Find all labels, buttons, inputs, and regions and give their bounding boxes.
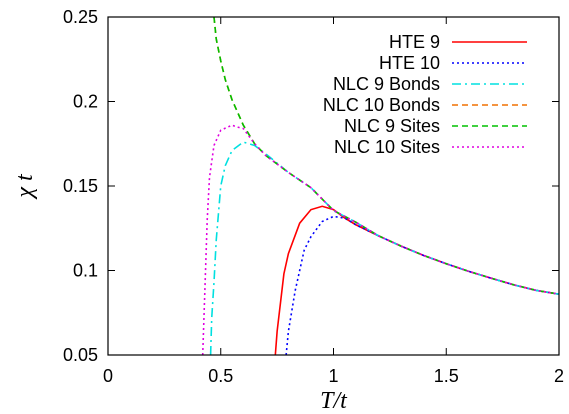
legend-entry-nlc-10-sites: NLC 10 Sites <box>334 137 527 157</box>
x-tick-label: 0.5 <box>208 366 233 386</box>
legend-entry-nlc-10-bonds: NLC 10 Bonds <box>323 95 527 115</box>
series-layer <box>201 17 559 355</box>
y-tick-label: 0.2 <box>73 92 98 112</box>
tick-layer: 0 0.5 1 1.5 2 0.05 0.1 0.15 0.2 0.25 <box>63 7 564 386</box>
y-axis-title: χ t <box>12 173 38 200</box>
series-line-nlc-9-bonds <box>209 141 559 355</box>
y-tick-label: 0.05 <box>63 345 98 365</box>
legend-label: NLC 9 Sites <box>344 116 440 136</box>
x-axis-title: T/t <box>320 388 348 414</box>
legend-label: NLC 9 Bonds <box>333 74 440 94</box>
series-line-nlc-9-sites <box>213 17 559 295</box>
x-tick-label: 1.5 <box>434 366 459 386</box>
x-tick-label: 2 <box>554 366 564 386</box>
series-line-nlc-10-sites <box>201 124 559 355</box>
legend-label: NLC 10 Bonds <box>323 95 440 115</box>
legend-label: HTE 9 <box>389 32 440 52</box>
legend-entry-nlc-9-bonds: NLC 9 Bonds <box>333 74 527 94</box>
legend-entry-hte-9: HTE 9 <box>389 32 527 52</box>
x-tick-label: 0 <box>103 366 113 386</box>
x-tick-label: 1 <box>328 366 338 386</box>
y-tick-label: 0.1 <box>73 261 98 281</box>
y-tick-label: 0.25 <box>63 7 98 27</box>
y-tick-label: 0.15 <box>63 176 98 196</box>
legend-label: HTE 10 <box>379 53 440 73</box>
plot-frame <box>107 16 560 356</box>
legend-entry-nlc-9-sites: NLC 9 Sites <box>344 116 527 136</box>
legend-label: NLC 10 Sites <box>334 137 440 157</box>
series-line-hte-9 <box>274 205 559 355</box>
legend-entry-hte-10: HTE 10 <box>379 53 527 73</box>
